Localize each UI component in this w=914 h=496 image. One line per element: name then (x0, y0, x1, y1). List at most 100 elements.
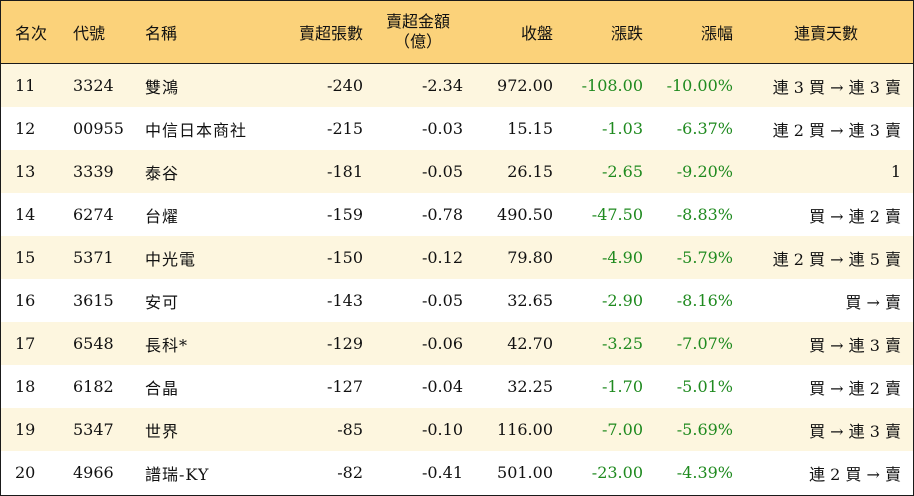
row-net-sell-volume: -127 (327, 377, 363, 396)
row-change-pct: -5.79% (676, 248, 733, 267)
row-change: -47.50 (591, 205, 643, 224)
row-net-sell-volume: -150 (327, 248, 363, 267)
row-code: 3339 (73, 162, 114, 181)
row-net-sell-amount: -0.12 (421, 248, 463, 267)
row-streak: 1 (890, 162, 901, 181)
row-net-sell-volume: -159 (327, 205, 363, 224)
row-rank: 17 (15, 334, 36, 353)
row-code: 3615 (73, 291, 114, 310)
row-streak: 買 → 連 2 賣 (809, 206, 901, 226)
row-net-sell-amount: -0.78 (421, 205, 463, 224)
row-change: -23.00 (591, 463, 643, 482)
header-code: 代號 (73, 24, 106, 43)
row-rank: 14 (15, 205, 36, 224)
table-row: 13 3339 泰谷 -181 -0.05 26.15 -2.65 -9.20% 1 (1, 150, 913, 193)
header-streak: 連賣天數 (793, 24, 858, 43)
row-code: 6182 (73, 377, 114, 396)
row-net-sell-volume: -143 (327, 291, 363, 310)
row-rank: 13 (15, 162, 36, 181)
row-streak: 連 2 買 → 連 3 賣 (772, 120, 901, 140)
row-name: 雙鴻 (145, 77, 180, 97)
row-net-sell-volume: -85 (337, 420, 363, 439)
row-code: 00955 (73, 119, 124, 138)
row-name: 中信日本商社 (145, 120, 248, 140)
row-name: 泰谷 (145, 163, 180, 183)
row-name: 台燿 (145, 206, 180, 226)
row-change-pct: -5.69% (676, 420, 733, 439)
row-close: 490.50 (497, 205, 553, 224)
row-name: 安可 (145, 292, 180, 312)
row-streak: 買 → 賣 (845, 292, 901, 312)
header-change: 漲跌 (610, 24, 643, 43)
row-change: -1.03 (601, 119, 643, 138)
row-net-sell-volume: -181 (327, 162, 363, 181)
row-net-sell-amount: -0.05 (421, 291, 463, 310)
row-net-sell-amount: -2.34 (421, 76, 463, 95)
row-change-pct: -4.39% (676, 463, 733, 482)
row-close: 501.00 (497, 463, 553, 482)
row-change: -4.90 (601, 248, 643, 267)
header-close: 收盤 (520, 24, 553, 43)
row-rank: 19 (15, 420, 36, 439)
row-change-pct: -6.37% (676, 119, 733, 138)
table-row: 11 3324 雙鴻 -240 -2.34 972.00 -108.00 -10.00% 連 3… (1, 64, 913, 107)
table-row: 18 6182 合晶 -127 -0.04 32.25 -1.70 -5.01% 買 → 連 2… (1, 365, 913, 408)
table-row: 19 5347 世界 -85 -0.10 116.00 -7.00 -5.69% 買 → 連 3… (1, 408, 913, 451)
header-net-sell-amount-line1: 賣超金額 (385, 12, 450, 31)
row-rank: 16 (15, 291, 36, 310)
row-streak: 買 → 連 3 賣 (809, 421, 901, 441)
row-change-pct: -7.07% (676, 334, 733, 353)
table-row: 17 6548 長科* -129 -0.06 42.70 -3.25 -7.07% 買 → 連 … (1, 322, 913, 365)
row-streak: 買 → 連 2 賣 (809, 378, 901, 398)
row-change: -3.25 (601, 334, 643, 353)
row-change-pct: -10.00% (666, 76, 733, 95)
row-change: -108.00 (581, 76, 643, 95)
row-code: 6274 (73, 205, 114, 224)
row-net-sell-volume: -82 (337, 463, 363, 482)
table-row: 20 4966 譜瑞-KY -82 -0.41 501.00 -23.00 -4.39% 連 2… (1, 451, 913, 494)
row-streak: 連 2 買 → 賣 (809, 464, 901, 484)
row-streak: 連 3 買 → 連 3 賣 (772, 77, 901, 97)
row-name: 長科* (145, 335, 189, 355)
row-net-sell-volume: -215 (327, 119, 363, 138)
row-name: 合晶 (145, 378, 180, 398)
row-net-sell-amount: -0.41 (421, 463, 463, 482)
row-streak: 連 2 買 → 連 5 賣 (772, 249, 901, 269)
row-change: -7.00 (601, 420, 643, 439)
row-net-sell-volume: -129 (327, 334, 363, 353)
row-streak: 買 → 連 3 賣 (809, 335, 901, 355)
row-close: 972.00 (497, 76, 553, 95)
row-name: 世界 (145, 421, 180, 441)
row-name: 中光電 (145, 249, 197, 269)
row-rank: 11 (15, 76, 36, 95)
row-rank: 20 (15, 463, 36, 482)
row-code: 6548 (73, 334, 114, 353)
row-net-sell-amount: -0.10 (421, 420, 463, 439)
row-close: 42.70 (507, 334, 553, 353)
row-rank: 18 (15, 377, 36, 396)
row-change: -1.70 (601, 377, 643, 396)
header-net-sell-amount-line2: （億） (393, 32, 442, 51)
row-net-sell-amount: -0.04 (421, 377, 463, 396)
table-header: 名次 代號 名稱 賣超張數 賣超金額 （億） 收盤 漲跌 漲幅 連賣天數 (1, 1, 913, 64)
row-change: -2.65 (601, 162, 643, 181)
row-net-sell-volume: -240 (327, 76, 363, 95)
row-code: 3324 (73, 76, 114, 95)
row-close: 32.25 (507, 377, 553, 396)
row-net-sell-amount: -0.03 (421, 119, 463, 138)
table-row: 14 6274 台燿 -159 -0.78 490.50 -47.50 -8.83% 買 → 連… (1, 193, 913, 236)
row-change: -2.90 (601, 291, 643, 310)
header-name: 名稱 (145, 24, 178, 43)
row-change-pct: -8.83% (676, 205, 733, 224)
row-rank: 15 (15, 248, 36, 267)
header-rank: 名次 (15, 24, 48, 43)
row-change-pct: -5.01% (676, 377, 733, 396)
header-net-sell-amount: 賣超金額 （億） (373, 1, 463, 63)
row-change-pct: -9.20% (676, 162, 733, 181)
row-close: 26.15 (507, 162, 553, 181)
row-net-sell-amount: -0.06 (421, 334, 463, 353)
header-change-pct: 漲幅 (700, 24, 733, 43)
row-code: 5371 (73, 248, 114, 267)
row-close: 32.65 (507, 291, 553, 310)
